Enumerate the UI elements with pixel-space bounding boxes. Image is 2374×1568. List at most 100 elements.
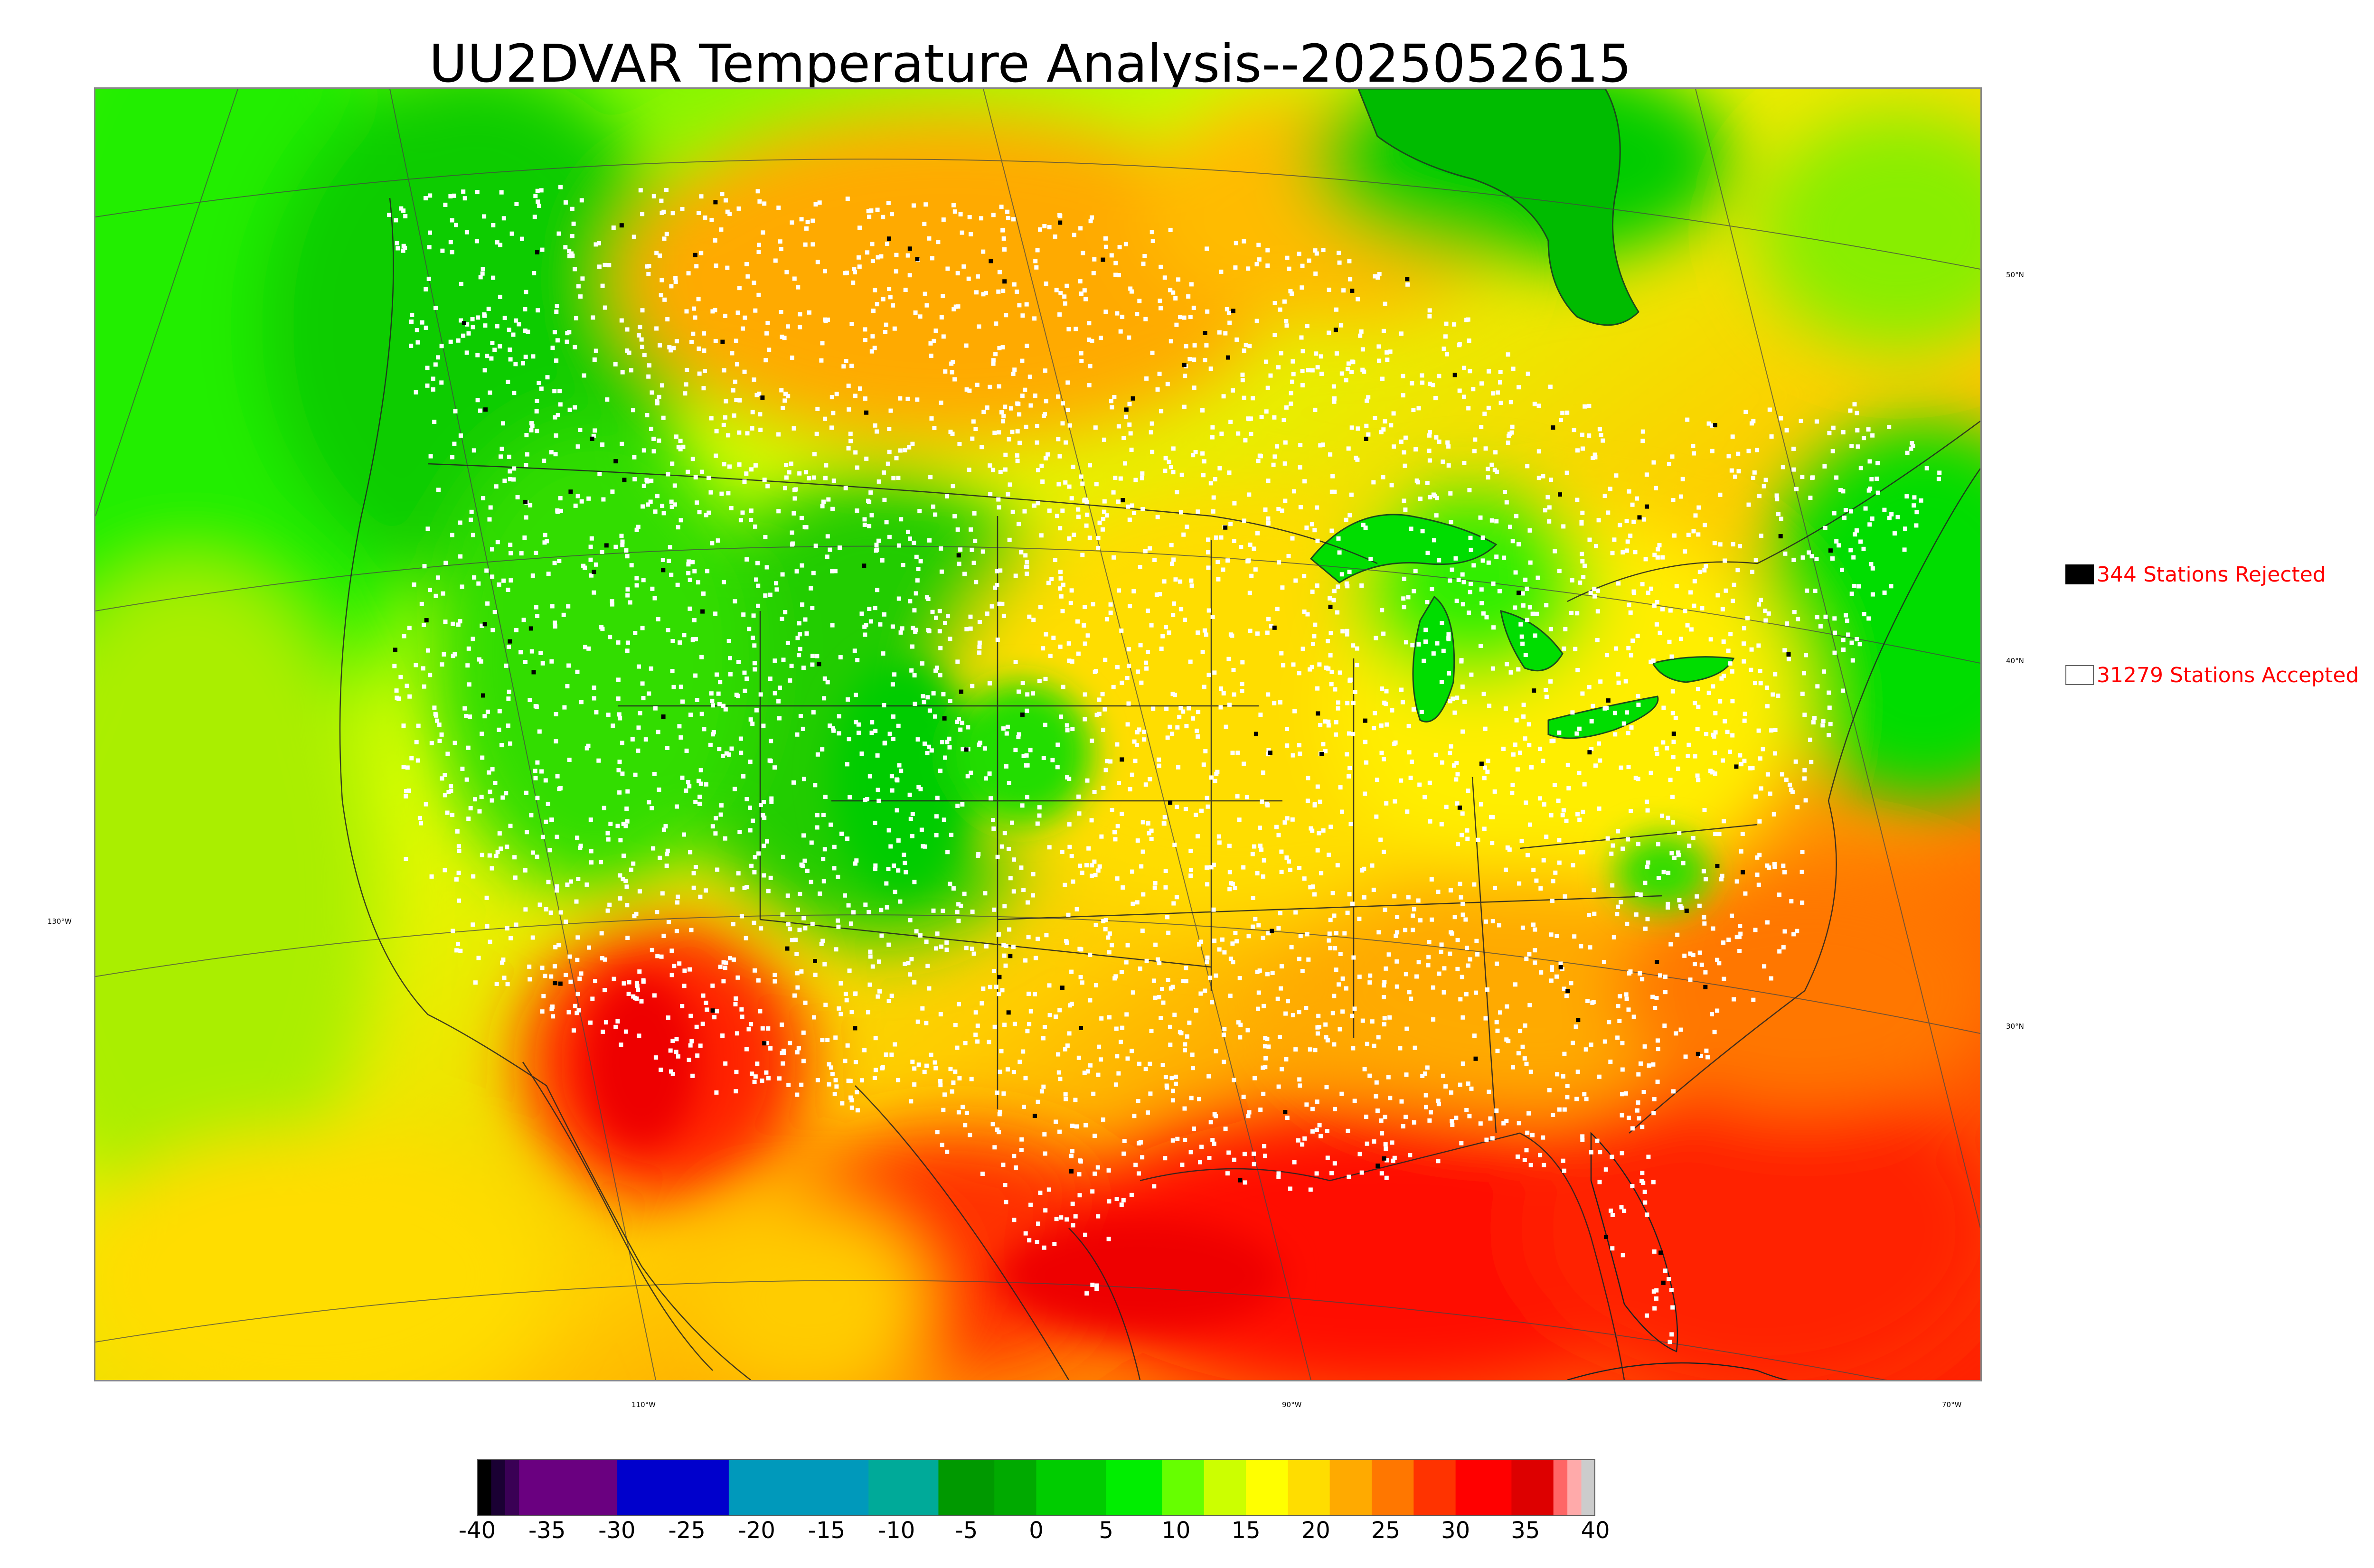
station-accepted-marker xyxy=(967,388,972,393)
station-accepted-marker xyxy=(945,850,950,854)
station-accepted-marker xyxy=(1148,777,1152,781)
station-accepted-marker xyxy=(1548,385,1553,389)
station-accepted-marker xyxy=(1310,1107,1315,1111)
station-accepted-marker xyxy=(1335,610,1340,615)
station-accepted-marker xyxy=(882,741,887,746)
station-accepted-marker xyxy=(1612,537,1617,542)
station-accepted-marker xyxy=(1339,371,1344,376)
station-accepted-marker xyxy=(1486,467,1490,471)
station-accepted-marker xyxy=(1427,939,1432,944)
station-accepted-marker xyxy=(1083,692,1087,697)
station-accepted-marker xyxy=(934,666,939,670)
station-accepted-marker xyxy=(704,888,708,893)
station-accepted-marker xyxy=(1217,466,1222,470)
station-accepted-marker xyxy=(1547,1088,1552,1093)
station-accepted-marker xyxy=(1759,786,1763,791)
station-accepted-marker xyxy=(1126,647,1131,652)
station-accepted-marker xyxy=(1887,516,1892,520)
station-accepted-marker xyxy=(399,206,404,211)
station-accepted-marker xyxy=(1054,1119,1058,1124)
station-accepted-marker xyxy=(1857,642,1862,647)
station-accepted-marker xyxy=(727,464,732,469)
station-accepted-marker xyxy=(633,772,638,777)
station-accepted-marker xyxy=(1452,710,1457,715)
station-accepted-marker xyxy=(1734,935,1739,939)
station-accepted-marker xyxy=(725,265,730,270)
station-accepted-marker xyxy=(1352,1006,1357,1011)
station-accepted-marker xyxy=(1272,301,1277,305)
station-accepted-marker xyxy=(1085,778,1090,783)
station-accepted-marker xyxy=(1589,747,1594,751)
station-accepted-marker xyxy=(857,255,861,260)
station-accepted-marker xyxy=(1542,1163,1546,1167)
station-accepted-marker xyxy=(1620,550,1625,554)
station-accepted-marker xyxy=(737,462,742,467)
station-accepted-marker xyxy=(501,216,506,221)
station-accepted-marker xyxy=(482,312,487,317)
station-accepted-marker xyxy=(1423,1071,1427,1076)
station-accepted-marker xyxy=(987,771,992,776)
station-accepted-marker xyxy=(1278,1034,1282,1039)
station-accepted-marker xyxy=(1148,546,1152,551)
station-accepted-marker xyxy=(1394,959,1399,964)
station-accepted-marker xyxy=(525,452,529,457)
station-accepted-marker xyxy=(758,692,763,697)
station-accepted-marker xyxy=(1439,680,1444,684)
station-accepted-marker xyxy=(721,753,725,758)
station-accepted-marker xyxy=(1188,1150,1193,1155)
station-accepted-marker xyxy=(1130,772,1134,777)
station-accepted-marker xyxy=(1004,731,1009,736)
station-accepted-marker xyxy=(1071,879,1075,884)
station-accepted-marker xyxy=(1318,723,1323,727)
station-accepted-marker xyxy=(1651,1111,1656,1116)
station-accepted-marker xyxy=(450,533,454,537)
station-accepted-marker xyxy=(750,722,755,726)
station-accepted-marker xyxy=(1209,865,1214,870)
station-accepted-marker xyxy=(1560,813,1565,817)
station-accepted-marker xyxy=(1428,430,1432,434)
station-accepted-marker xyxy=(724,198,728,203)
station-accepted-marker xyxy=(1264,359,1269,364)
station-accepted-marker xyxy=(1636,842,1640,846)
station-accepted-marker xyxy=(1571,863,1575,868)
station-accepted-marker xyxy=(1870,433,1875,438)
station-accepted-marker xyxy=(995,638,1000,642)
station-accepted-marker xyxy=(1328,596,1332,601)
station-accepted-marker xyxy=(1001,613,1006,618)
station-accepted-marker xyxy=(1813,589,1818,593)
station-accepted-marker xyxy=(661,827,666,832)
station-accepted-marker xyxy=(1231,667,1236,672)
station-accepted-marker xyxy=(1669,654,1674,659)
station-accepted-marker xyxy=(1654,746,1658,751)
station-accepted-marker xyxy=(659,954,664,959)
station-accepted-marker xyxy=(853,861,857,866)
station-accepted-marker xyxy=(1832,511,1837,516)
station-accepted-marker xyxy=(789,664,794,668)
temperature-map[interactable] xyxy=(94,87,1982,1381)
station-accepted-marker xyxy=(651,449,656,454)
station-accepted-marker xyxy=(761,230,765,235)
station-accepted-marker xyxy=(1556,798,1561,803)
colorbar-tick-label: 25 xyxy=(1371,1517,1400,1544)
station-accepted-marker xyxy=(1143,317,1148,321)
station-accepted-marker xyxy=(794,569,799,574)
station-accepted-marker xyxy=(1054,1014,1058,1019)
station-accepted-marker xyxy=(1573,1024,1578,1029)
station-accepted-marker xyxy=(1264,801,1269,806)
station-accepted-marker xyxy=(404,789,408,794)
station-accepted-marker xyxy=(1002,953,1007,958)
station-accepted-marker xyxy=(720,1033,725,1038)
station-accepted-marker xyxy=(1276,926,1281,931)
station-accepted-marker xyxy=(1035,1239,1039,1244)
station-accepted-marker xyxy=(1284,855,1289,860)
station-accepted-marker xyxy=(1715,593,1720,598)
station-accepted-marker xyxy=(693,799,698,804)
station-accepted-marker xyxy=(1523,577,1528,582)
station-accepted-marker xyxy=(1050,758,1055,762)
station-accepted-marker xyxy=(1031,618,1036,622)
station-accepted-marker xyxy=(911,203,916,208)
station-accepted-marker xyxy=(1054,288,1059,292)
station-accepted-marker xyxy=(1620,1092,1624,1097)
station-accepted-marker xyxy=(1182,404,1187,409)
station-accepted-marker xyxy=(1212,939,1217,943)
